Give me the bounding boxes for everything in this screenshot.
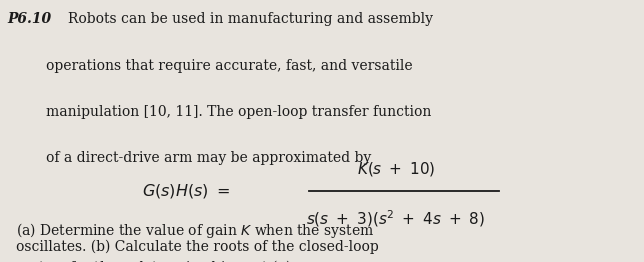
Text: $\mathit{K}(\mathit{s}\ +\ 10)$: $\mathit{K}(\mathit{s}\ +\ 10)$: [357, 160, 435, 178]
Text: P6.10: P6.10: [8, 12, 52, 26]
Text: of a direct-drive arm may be approximated by: of a direct-drive arm may be approximate…: [46, 151, 372, 165]
Text: $\mathit{s}(\mathit{s}\ +\ 3)(\mathit{s}^2\ +\ 4\mathit{s}\ +\ 8)$: $\mathit{s}(\mathit{s}\ +\ 3)(\mathit{s}…: [307, 208, 486, 229]
Text: Robots can be used in manufacturing and assembly: Robots can be used in manufacturing and …: [68, 12, 433, 26]
Text: $\mathit{G}(\mathit{s})\mathit{H}(\mathit{s})\ =$: $\mathit{G}(\mathit{s})\mathit{H}(\mathi…: [142, 182, 230, 200]
Text: oscillates. (b) Calculate the roots of the closed-loop: oscillates. (b) Calculate the roots of t…: [16, 240, 379, 254]
Text: manipulation [10, 11]. The open-loop transfer function: manipulation [10, 11]. The open-loop tra…: [46, 105, 431, 119]
Text: operations that require accurate, fast, and versatile: operations that require accurate, fast, …: [46, 59, 413, 73]
Text: system for the $\mathit{K}$ determined in part (a).: system for the $\mathit{K}$ determined i…: [16, 258, 296, 262]
Text: (a) Determine the value of gain $\mathit{K}$ when the system: (a) Determine the value of gain $\mathit…: [16, 221, 374, 241]
